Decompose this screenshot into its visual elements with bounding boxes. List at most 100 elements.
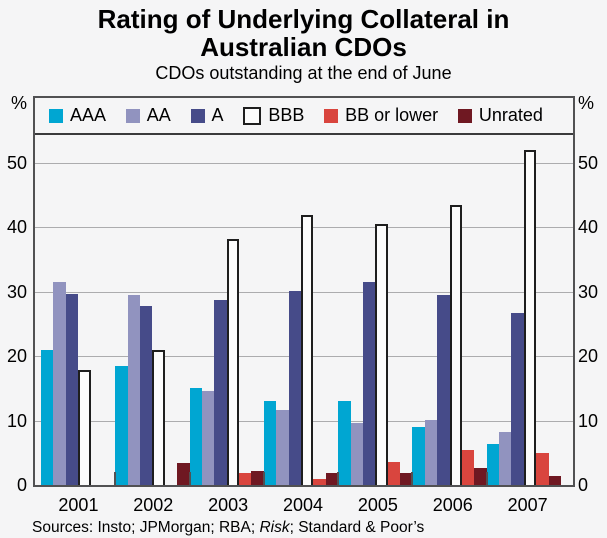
bar-2005-unrated	[400, 473, 413, 485]
sources-italic: Risk	[259, 519, 290, 536]
bar-2005-bb-or-lower	[387, 462, 400, 485]
legend-swatch-unrated-icon	[457, 108, 472, 123]
bar-series-area	[35, 98, 573, 485]
bar-2004-unrated	[325, 473, 339, 485]
bar-2006-aaa	[412, 427, 425, 485]
y-tick-left-0: 0	[16, 475, 27, 495]
legend-item-bb-or-lower: BB or lower	[324, 105, 438, 126]
bar-slot-2004-a	[288, 98, 301, 485]
bar-2004-aaa	[263, 401, 277, 485]
bar-slot-2002-unrated	[177, 98, 190, 485]
bar-slot-2004-unrated	[325, 98, 339, 485]
legend-item-aaa: AAA	[49, 105, 106, 126]
bar-2002-aaa	[115, 366, 128, 485]
legend-item-bbb: BBB	[243, 105, 304, 126]
chart-title-line2: Australian CDOs	[200, 32, 407, 62]
bar-slot-2001-aaa	[41, 98, 54, 485]
x-axis-tick	[486, 472, 488, 485]
bar-slot-2006-bbb	[449, 98, 462, 485]
legend-swatch-aa-icon	[125, 108, 140, 123]
bar-slot-2005-bbb	[375, 98, 388, 485]
bar-slot-2003-bb-or-lower	[239, 98, 252, 485]
x-axis-tick	[189, 472, 191, 485]
legend-item-unrated: Unrated	[457, 105, 543, 126]
bar-slot-2006-aa	[424, 98, 438, 485]
legend-label-aa: AA	[146, 105, 171, 125]
x-label-2007: 2007	[507, 495, 548, 515]
bar-group-2004	[263, 98, 339, 485]
chart-subtitle: CDOs outstanding at the end of June	[155, 63, 452, 83]
bar-2001-aaa	[41, 350, 54, 485]
y-tick-right-10: 10	[578, 411, 599, 431]
bar-slot-2002-aaa	[115, 98, 128, 485]
bar-2007-bb-or-lower	[536, 453, 549, 485]
bar-2007-unrated	[548, 476, 561, 485]
legend-label-bbb: BBB	[268, 105, 305, 125]
bar-2006-bbb	[449, 205, 462, 485]
bar-2003-a	[214, 300, 227, 485]
bar-2007-bbb	[523, 150, 537, 485]
bar-slot-2002-aa	[127, 98, 141, 485]
bar-slot-2002-a	[140, 98, 153, 485]
bar-slot-2002-bb-or-lower	[165, 98, 177, 485]
bar-slot-2007-aa	[499, 98, 512, 485]
bar-slot-2006-aaa	[412, 98, 425, 485]
bar-2004-a	[288, 291, 301, 485]
x-label-2001: 2001	[58, 495, 99, 515]
bar-2005-aaa	[338, 401, 351, 485]
bar-2006-aa	[424, 420, 438, 485]
bar-group-2003	[189, 98, 264, 485]
bar-2003-unrated	[251, 471, 264, 485]
bar-slot-2005-aaa	[338, 98, 351, 485]
legend-swatch-aaa-icon	[49, 108, 63, 123]
bar-2001-bbb	[78, 370, 91, 485]
chart-region: % % 0 10 20 30 40 50 0 10 20 30 40 50 AAA AA A BBB BB …	[0, 93, 607, 538]
bar-2004-bb-or-lower	[313, 479, 326, 485]
bar-slot-2006-unrated	[474, 98, 487, 485]
bar-slot-2003-aaa	[189, 98, 202, 485]
bar-slot-2001-a	[65, 98, 79, 485]
y-unit-right: %	[578, 93, 595, 113]
y-unit-left: %	[10, 93, 27, 113]
bar-2003-bbb	[226, 239, 240, 485]
bar-group-2006	[412, 98, 487, 485]
legend: AAA AA A BBB BB or lower Unrated	[35, 98, 573, 135]
plot-area: AAA AA A BBB BB or lower Unrated	[33, 96, 575, 487]
bar-slot-2004-bbb	[300, 98, 314, 485]
bar-slot-2001-unrated	[103, 98, 115, 485]
bar-slot-2001-bbb	[78, 98, 91, 485]
x-axis-tick	[411, 472, 413, 485]
bar-2005-aa	[350, 423, 363, 485]
x-axis-tick	[263, 472, 265, 485]
bar-slot-2005-unrated	[400, 98, 413, 485]
legend-item-aa: AA	[125, 105, 171, 126]
bar-2007-a	[511, 313, 524, 485]
bar-slot-2002-bbb	[152, 98, 165, 485]
bar-2002-a	[140, 306, 153, 485]
bar-slot-2007-bb-or-lower	[536, 98, 549, 485]
chart-title-line1: Rating of Underlying Collateral in	[97, 4, 510, 34]
y-tick-left-40: 40	[6, 217, 27, 237]
legend-label-unrated: Unrated	[478, 105, 543, 125]
bar-2007-aa	[499, 432, 512, 485]
bar-slot-2005-a	[362, 98, 376, 485]
bar-group-2007	[486, 98, 561, 485]
y-tick-right-0: 0	[578, 475, 589, 495]
bar-slot-2005-bb-or-lower	[387, 98, 400, 485]
bar-slot-2007-unrated	[548, 98, 561, 485]
bar-2005-a	[362, 282, 376, 485]
x-axis-tick	[114, 472, 116, 485]
bar-2007-aaa	[486, 444, 500, 485]
bar-2006-unrated	[474, 468, 487, 485]
x-label-2004: 2004	[282, 495, 324, 515]
bar-2006-bb-or-lower	[461, 450, 475, 485]
legend-label-bb-or-lower: BB or lower	[345, 105, 439, 125]
chart-title: Rating of Underlying Collateral in Austra…	[0, 5, 607, 61]
bar-slot-2003-aa	[201, 98, 215, 485]
bar-slot-2006-a	[437, 98, 450, 485]
bar-slot-2007-aaa	[486, 98, 500, 485]
bar-2001-aa	[53, 282, 66, 485]
bar-slot-2003-bbb	[226, 98, 240, 485]
y-tick-left-50: 50	[6, 153, 27, 173]
x-label-2003: 2003	[208, 495, 249, 515]
